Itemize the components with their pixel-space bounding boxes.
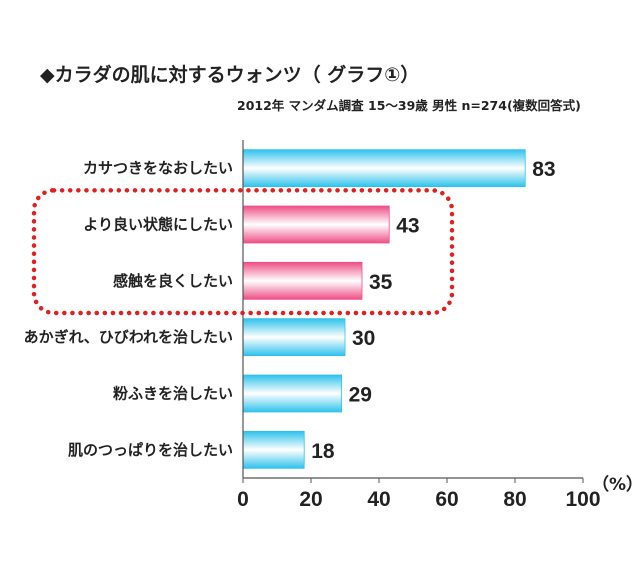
category-label-1: カサつきをなおしたい [83,159,233,177]
bar-1 [242,149,526,188]
value-label-4: 30 [352,327,375,350]
bar-2 [242,205,390,244]
bar-5 [242,374,342,413]
x-tick-label-4: 60 [435,488,458,511]
category-label-2: より良い状態にしたい [83,216,233,234]
x-tick-label-5: 80 [503,488,526,511]
x-tick-label-6: 100 [565,488,600,511]
category-label-6: 肌のつっぱりを治したい [68,441,233,459]
category-label-3: 感触を良くしたい [113,272,233,290]
x-tick-label-1: 0 [237,488,249,511]
x-axis-unit-label: （%） [592,475,640,495]
value-label-6: 18 [311,440,335,463]
category-label-4: あかぎれ、ひびわれを治したい [24,328,233,346]
value-label-2: 43 [396,215,419,238]
chart-subtitle: 2012年 マンダム調査 15～39歳 男性 n=274(複数回答式) [237,98,581,113]
bar-4 [242,318,346,357]
value-label-1: 83 [532,158,555,181]
value-label-5: 29 [349,384,372,407]
value-label-3: 35 [369,271,393,294]
highlight-box [31,188,455,316]
x-tick-label-3: 40 [367,488,390,511]
bar-6 [242,430,305,469]
category-label-5: 粉ふきを治したい [113,385,233,403]
bar-3 [242,261,363,300]
x-tick-label-2: 20 [299,488,322,511]
chart-title: ◆カラダの肌に対するウォンツ（ グラフ①） [40,64,420,86]
